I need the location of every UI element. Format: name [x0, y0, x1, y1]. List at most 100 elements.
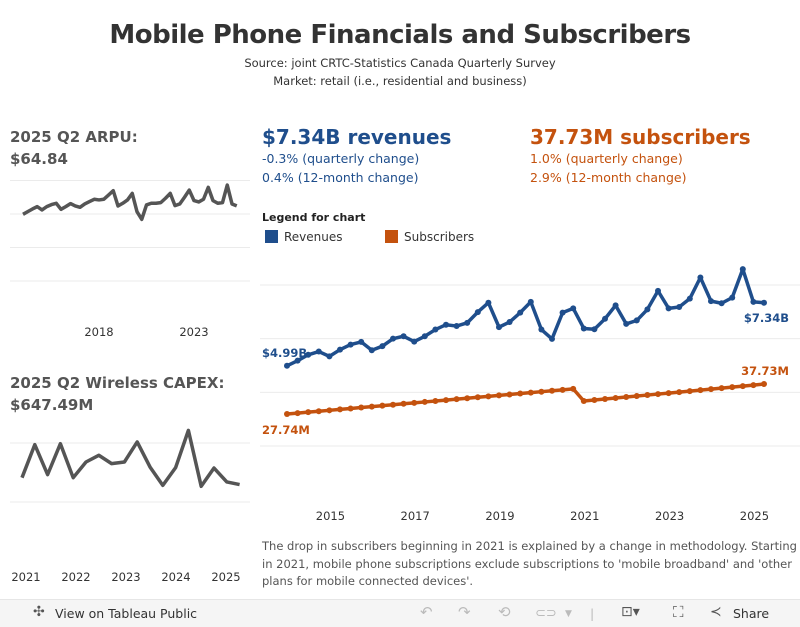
revenues-point[interactable]	[602, 315, 608, 322]
refresh-dropdown-icon[interactable]: ▼	[565, 609, 572, 619]
download-icon[interactable]: ⊡▾	[621, 604, 640, 620]
redo-icon[interactable]: ↷	[458, 603, 471, 621]
revenues-point[interactable]	[496, 324, 502, 331]
undo-icon[interactable]: ↶	[420, 603, 433, 621]
revenues-point[interactable]	[390, 335, 396, 342]
revenues-point[interactable]	[591, 326, 598, 333]
subscribers-point[interactable]	[421, 398, 428, 405]
revenues-point[interactable]	[750, 298, 757, 305]
subscribers-point[interactable]	[315, 408, 322, 415]
refresh-icon[interactable]: ⊂⊃	[535, 606, 557, 621]
subscribers-point[interactable]	[580, 398, 587, 405]
revenues-point[interactable]	[665, 305, 672, 312]
subscribers-point[interactable]	[284, 411, 290, 418]
revert-icon[interactable]: ⟲	[498, 603, 511, 621]
revenues-point[interactable]	[443, 321, 449, 328]
revenues-point[interactable]	[474, 309, 481, 316]
subscribers-point[interactable]	[729, 384, 736, 391]
revenues-point[interactable]	[676, 304, 683, 311]
subscribers-point[interactable]	[379, 402, 386, 409]
subscribers-point[interactable]	[623, 394, 630, 401]
revenues-point[interactable]	[315, 348, 322, 355]
subscribers-point[interactable]	[390, 401, 396, 408]
revenues-point[interactable]	[337, 346, 343, 353]
revenues-point[interactable]	[485, 299, 492, 306]
subscribers-point[interactable]	[665, 390, 672, 397]
revenues-point[interactable]	[739, 266, 746, 273]
subscribers-point[interactable]	[570, 385, 577, 392]
revenues-point[interactable]	[761, 299, 767, 306]
subscribers-point[interactable]	[591, 397, 598, 404]
subscribers-point[interactable]	[633, 393, 640, 400]
revenues-point[interactable]	[612, 302, 619, 309]
subscribers-point[interactable]	[400, 400, 407, 407]
subscribers-point[interactable]	[347, 405, 354, 412]
revenues-point[interactable]	[718, 300, 725, 307]
revenues-point[interactable]	[633, 317, 640, 324]
subscribers-point[interactable]	[612, 395, 619, 402]
subscribers-point[interactable]	[697, 387, 704, 394]
revenues-point[interactable]	[559, 309, 566, 316]
subscribers-point[interactable]	[527, 389, 534, 396]
subscribers-point[interactable]	[517, 390, 524, 397]
revenues-point[interactable]	[294, 357, 301, 364]
share-button[interactable]: Share	[733, 606, 770, 621]
subscribers-point[interactable]	[750, 382, 757, 389]
legend-item-revenues[interactable]: Revenues	[265, 230, 343, 244]
revenues-point[interactable]	[305, 351, 312, 358]
subscribers-point[interactable]	[708, 386, 714, 393]
revenues-point[interactable]	[326, 353, 333, 360]
revenues-point[interactable]	[644, 306, 651, 313]
revenues-point[interactable]	[464, 319, 471, 326]
subscribers-point[interactable]	[496, 392, 502, 399]
subscribers-point[interactable]	[474, 394, 481, 401]
revenues-point[interactable]	[368, 347, 375, 354]
subscribers-point[interactable]	[655, 391, 661, 398]
subscribers-point[interactable]	[411, 399, 418, 406]
subscribers-point[interactable]	[602, 396, 608, 403]
revenues-point[interactable]	[421, 333, 428, 340]
revenues-point[interactable]	[549, 335, 555, 342]
revenues-point[interactable]	[379, 343, 386, 350]
subscribers-point[interactable]	[368, 403, 375, 410]
revenues-point[interactable]	[570, 305, 577, 312]
revenues-point[interactable]	[527, 298, 534, 305]
revenues-point[interactable]	[411, 338, 418, 345]
revenues-point[interactable]	[580, 325, 587, 332]
revenues-point[interactable]	[517, 309, 524, 316]
revenues-point[interactable]	[655, 287, 661, 294]
subscribers-point[interactable]	[443, 397, 449, 404]
subscribers-point[interactable]	[464, 395, 471, 402]
legend-item-subscribers[interactable]: Subscribers	[385, 230, 474, 244]
subscribers-point[interactable]	[432, 398, 439, 405]
subscribers-point[interactable]	[506, 391, 513, 398]
subscribers-point[interactable]	[326, 407, 333, 414]
revenues-point[interactable]	[708, 298, 714, 305]
subscribers-point[interactable]	[549, 387, 555, 394]
revenues-point[interactable]	[347, 341, 354, 348]
subscribers-point[interactable]	[559, 386, 566, 393]
revenues-point[interactable]	[506, 319, 513, 326]
subscribers-point[interactable]	[453, 396, 460, 403]
revenues-point[interactable]	[538, 326, 545, 333]
subscribers-point[interactable]	[358, 404, 365, 411]
share-icon[interactable]: ≺	[710, 604, 722, 620]
view-on-tableau-link[interactable]: View on Tableau Public	[55, 606, 198, 621]
revenues-point[interactable]	[729, 294, 736, 301]
subscribers-point[interactable]	[739, 383, 746, 390]
subscribers-point[interactable]	[676, 389, 683, 396]
revenues-point[interactable]	[432, 326, 439, 333]
subscribers-point[interactable]	[485, 393, 492, 400]
revenues-point[interactable]	[400, 333, 407, 340]
subscribers-point[interactable]	[538, 388, 545, 395]
subscribers-point[interactable]	[305, 409, 312, 416]
fullscreen-icon[interactable]: ⛶	[673, 603, 684, 621]
subscribers-point[interactable]	[718, 385, 725, 392]
revenues-point[interactable]	[623, 320, 630, 327]
subscribers-point[interactable]	[337, 406, 343, 413]
revenues-point[interactable]	[284, 362, 290, 369]
subscribers-point[interactable]	[644, 392, 651, 399]
subscribers-point[interactable]	[294, 410, 301, 417]
revenues-point[interactable]	[697, 274, 704, 281]
subscribers-point[interactable]	[686, 388, 693, 395]
